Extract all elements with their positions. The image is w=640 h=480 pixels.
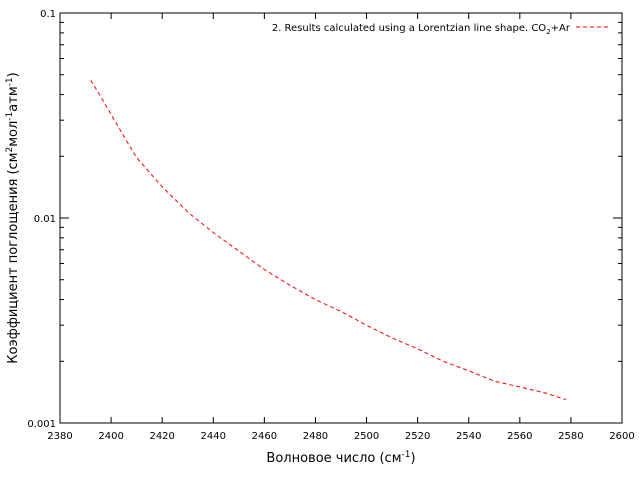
x-tick-label: 2600	[609, 431, 634, 442]
y-tick-label: 0.01	[34, 214, 56, 225]
x-tick-label: 2480	[303, 431, 328, 442]
series-layer	[90, 79, 566, 401]
x-tick-label: 2520	[405, 431, 430, 442]
ticks	[59, 12, 623, 424]
legend: 2. Results calculated using a Lorentzian…	[272, 23, 610, 36]
x-tick-label: 2580	[558, 431, 583, 442]
y-tick-label: 0.001	[27, 419, 56, 430]
x-tick-label: 2440	[201, 431, 226, 442]
legend-label: 2. Results calculated using a Lorentzian…	[272, 23, 571, 36]
x-tick-label: 2500	[354, 431, 379, 442]
plot-area	[59, 12, 623, 424]
series-line-0	[90, 79, 566, 401]
y-axis-title: Коэффициент поглощения (см2мол-1атм-1)	[5, 72, 21, 363]
y-tick-label: 0.1	[40, 9, 56, 20]
x-tick-label: 2420	[149, 431, 174, 442]
x-tick-label: 2380	[47, 431, 72, 442]
x-tick-label: 2400	[98, 431, 123, 442]
x-axis-title: Волновое число (см-1)	[266, 450, 415, 466]
tick-labels: 2380 2400 2420 2440 2460 2480 2500 2520 2540 2560…	[27, 9, 634, 442]
x-tick-label: 2560	[507, 431, 532, 442]
x-tick-label: 2540	[456, 431, 481, 442]
x-tick-label: 2460	[252, 431, 277, 442]
